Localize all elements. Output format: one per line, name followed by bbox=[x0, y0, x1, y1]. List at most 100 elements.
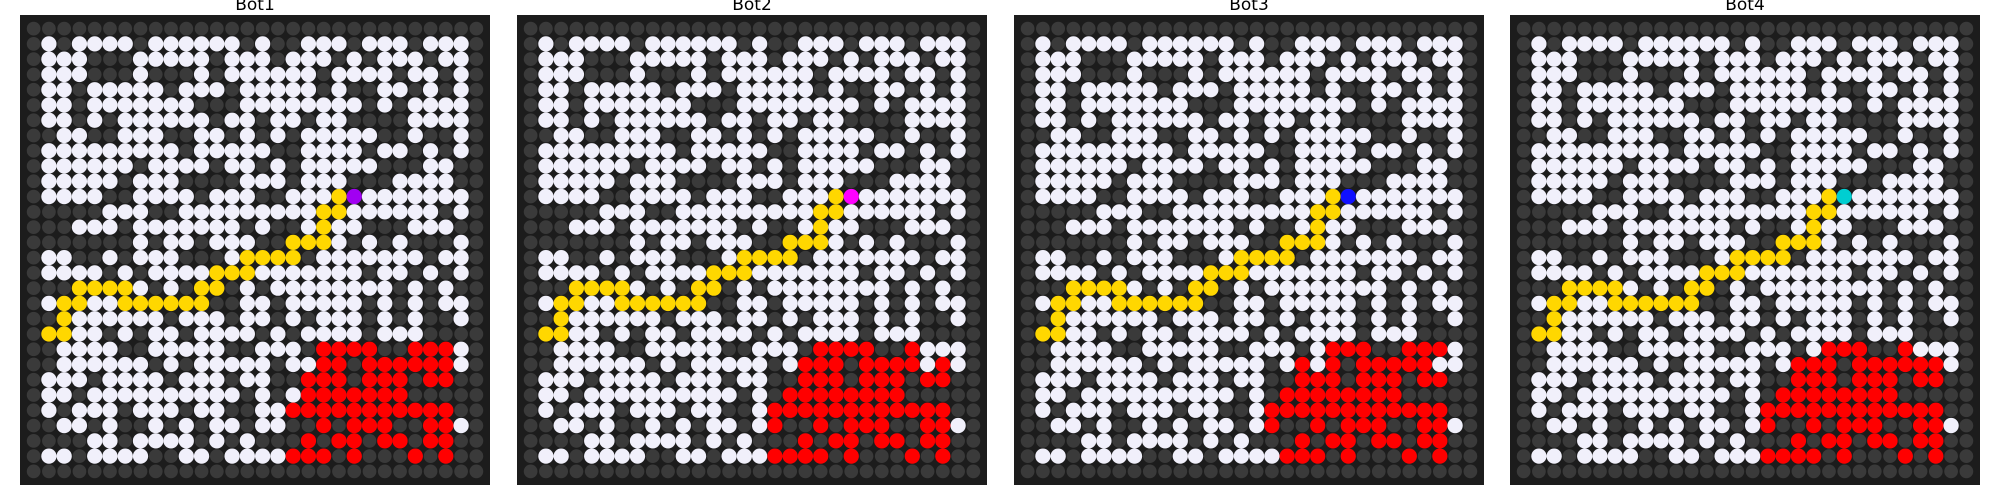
blocked-cell bbox=[26, 174, 41, 189]
blocked-cell bbox=[332, 464, 346, 479]
open-cell bbox=[1157, 341, 1173, 357]
fire-cell bbox=[843, 433, 859, 449]
blocked-cell bbox=[87, 418, 102, 433]
blocked-cell bbox=[209, 67, 224, 82]
open-cell bbox=[1264, 127, 1280, 144]
fire-cell bbox=[1821, 402, 1837, 418]
blocked-cell bbox=[1020, 113, 1035, 128]
blocked-cell bbox=[661, 449, 675, 463]
blocked-cell bbox=[691, 189, 706, 204]
blocked-cell bbox=[362, 143, 377, 158]
open-cell bbox=[813, 188, 829, 205]
open-cell bbox=[1310, 36, 1326, 52]
open-cell bbox=[1249, 204, 1265, 220]
blocked-cell bbox=[1959, 403, 1974, 418]
fire-cell bbox=[767, 417, 783, 434]
blocked-cell bbox=[554, 21, 569, 36]
blocked-cell bbox=[1173, 67, 1188, 82]
open-cell bbox=[239, 112, 255, 128]
blocked-cell bbox=[600, 21, 614, 36]
open-cell bbox=[300, 158, 317, 174]
blocked-cell bbox=[286, 174, 301, 189]
blocked-cell bbox=[148, 464, 163, 479]
open-cell bbox=[1279, 51, 1295, 67]
fire-cell bbox=[1279, 402, 1295, 418]
blocked-cell bbox=[316, 21, 331, 36]
open-cell bbox=[584, 356, 600, 373]
blocked-cell bbox=[454, 433, 468, 448]
blocked-cell bbox=[951, 159, 965, 173]
blocked-cell bbox=[1051, 464, 1066, 479]
blocked-cell bbox=[194, 98, 209, 112]
blocked-cell bbox=[539, 235, 553, 250]
blocked-cell bbox=[1326, 449, 1340, 463]
open-cell bbox=[1355, 280, 1372, 296]
open-cell bbox=[889, 36, 905, 52]
fire-cell bbox=[797, 372, 814, 388]
open-cell bbox=[568, 219, 585, 235]
open-cell bbox=[645, 112, 661, 128]
fire-cell bbox=[316, 341, 332, 357]
blocked-cell bbox=[103, 113, 117, 128]
open-cell bbox=[1668, 82, 1684, 98]
blocked-cell bbox=[1699, 113, 1714, 128]
blocked-cell bbox=[874, 174, 889, 189]
open-cell bbox=[1943, 250, 1959, 266]
open-cell bbox=[889, 204, 905, 220]
open-cell bbox=[193, 66, 210, 83]
open-cell bbox=[255, 341, 271, 357]
open-cell bbox=[407, 250, 423, 266]
blocked-cell bbox=[1158, 372, 1172, 387]
blocked-cell bbox=[1562, 204, 1577, 219]
open-cell bbox=[919, 188, 936, 205]
open-cell bbox=[87, 112, 103, 128]
open-cell bbox=[1683, 341, 1700, 357]
open-cell bbox=[255, 66, 271, 83]
blocked-cell bbox=[1761, 52, 1775, 67]
blocked-cell bbox=[1715, 174, 1729, 189]
open-cell bbox=[1233, 234, 1249, 250]
blocked-cell bbox=[890, 113, 904, 128]
fire-cell bbox=[1897, 402, 1913, 418]
blocked-cell bbox=[1516, 372, 1531, 387]
open-cell bbox=[904, 188, 920, 205]
open-cell bbox=[117, 326, 133, 342]
open-cell bbox=[1653, 356, 1669, 373]
open-cell bbox=[706, 433, 722, 449]
open-cell bbox=[117, 204, 133, 220]
path-cell bbox=[255, 250, 271, 266]
open-cell bbox=[1653, 250, 1669, 266]
open-cell bbox=[645, 173, 661, 189]
open-cell bbox=[41, 158, 57, 174]
open-cell bbox=[163, 188, 179, 205]
fire-cell bbox=[377, 402, 393, 418]
open-cell bbox=[1806, 97, 1822, 113]
open-cell bbox=[1340, 280, 1356, 296]
blocked-cell bbox=[737, 464, 752, 479]
open-cell bbox=[193, 326, 210, 342]
blocked-cell bbox=[1066, 204, 1081, 219]
open-cell bbox=[224, 417, 240, 434]
blocked-cell bbox=[966, 357, 981, 372]
open-cell bbox=[41, 36, 57, 52]
blocked-cell bbox=[164, 21, 178, 36]
open-cell bbox=[629, 356, 646, 373]
open-cell bbox=[1065, 372, 1082, 388]
blocked-cell bbox=[1036, 433, 1050, 448]
open-cell bbox=[1790, 265, 1807, 281]
open-cell bbox=[1355, 36, 1372, 52]
blocked-cell bbox=[1265, 388, 1279, 402]
blocked-cell bbox=[1326, 418, 1340, 433]
blocked-cell bbox=[844, 82, 859, 97]
open-cell bbox=[950, 417, 966, 434]
open-cell bbox=[1683, 219, 1700, 235]
open-cell bbox=[1714, 387, 1730, 403]
blocked-cell bbox=[469, 159, 484, 173]
fire-cell bbox=[1928, 402, 1944, 418]
blocked-cell bbox=[523, 433, 538, 448]
open-cell bbox=[660, 387, 676, 403]
blocked-cell bbox=[1310, 67, 1325, 82]
open-cell bbox=[1928, 112, 1944, 128]
open-cell bbox=[407, 188, 423, 205]
blocked-cell bbox=[1020, 327, 1035, 341]
